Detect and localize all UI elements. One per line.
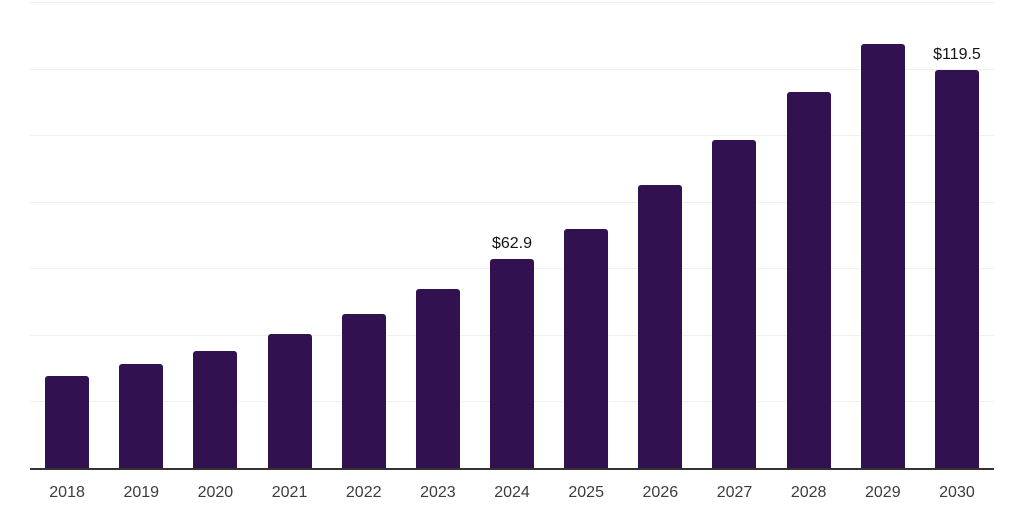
bar-slot-2025	[549, 2, 623, 468]
bar-2020	[193, 350, 238, 468]
data-label-2030: $119.5	[933, 46, 981, 64]
bar-slot-2022	[327, 2, 401, 468]
x-tick-2019: 2019	[123, 484, 160, 501]
bar-2025	[564, 228, 609, 468]
bar-2026	[638, 184, 683, 468]
x-tick-2026: 2026	[642, 484, 679, 501]
bars: $62.9 $119.5	[30, 2, 994, 468]
gridline-80	[30, 201, 994, 203]
bar-2028	[786, 92, 831, 468]
bar-slot-2027	[697, 2, 771, 468]
bar-slot-2029	[846, 2, 920, 468]
x-tick-2030: 2030	[939, 484, 975, 501]
bar-2029	[860, 43, 905, 468]
bar-slot-2018	[30, 2, 104, 468]
bar-slot-2023	[401, 2, 475, 468]
bar-slot-2028	[772, 2, 846, 468]
bar-2021	[267, 333, 312, 468]
bar-slot-2026	[623, 2, 697, 468]
bar-slot-2021	[252, 2, 326, 468]
bar-2018	[45, 375, 90, 468]
x-tick-2022: 2022	[345, 484, 382, 501]
x-tick-2025: 2025	[568, 484, 604, 501]
bar-slot-2024: $62.9	[475, 2, 549, 468]
bar-slot-2030: $119.5	[920, 2, 994, 468]
gridline-140	[30, 2, 994, 3]
x-tick-2027: 2027	[716, 484, 753, 501]
bar-2022	[341, 313, 386, 468]
plot-area: $62.9 $119.5	[30, 2, 994, 470]
bar-2019	[119, 363, 164, 468]
x-tick-2021: 2021	[271, 484, 308, 501]
bar-2030	[934, 70, 979, 468]
x-tick-2024: 2024	[494, 484, 530, 501]
bar-2024	[490, 258, 535, 468]
bar-2027	[712, 140, 757, 468]
bar-slot-2020	[178, 2, 252, 468]
x-tick-2020: 2020	[197, 484, 234, 501]
x-axis-labels: 2018 2019 2020 2021 2022 2023 2024 2025 2026 2027…	[30, 472, 994, 501]
x-tick-2018: 2018	[49, 484, 85, 501]
x-tick-2029: 2029	[865, 484, 901, 501]
data-label-2024: $62.9	[491, 234, 533, 252]
x-tick-2028: 2028	[790, 484, 827, 501]
x-tick-2023: 2023	[420, 484, 456, 501]
bar-slot-2019	[104, 2, 178, 468]
gridline-100	[30, 135, 994, 137]
gridline-120	[30, 68, 994, 70]
bar-2023	[415, 289, 460, 468]
